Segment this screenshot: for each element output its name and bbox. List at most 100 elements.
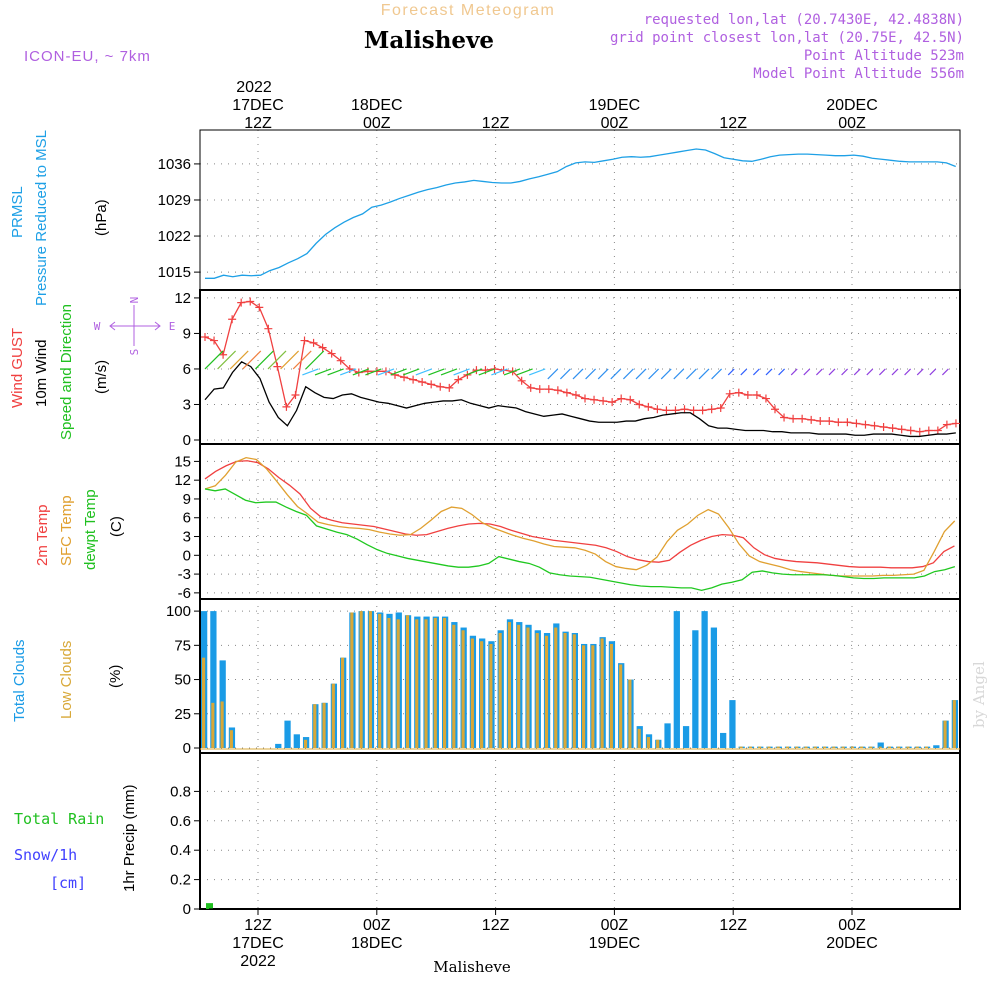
model-altitude: Model Point Altitude 556m bbox=[753, 66, 964, 82]
low-cloud-bar bbox=[860, 746, 864, 748]
low-cloud-bar bbox=[396, 619, 400, 748]
wind-barb bbox=[302, 368, 319, 376]
temp-unit: (C) bbox=[108, 516, 125, 537]
gust-series-mark bbox=[300, 336, 309, 345]
low-cloud-bar bbox=[591, 645, 595, 748]
low-cloud-bar bbox=[748, 746, 752, 748]
temp-dew-label: dewpt Temp bbox=[82, 489, 99, 570]
low-cloud-bar bbox=[470, 638, 474, 748]
wind-barb bbox=[242, 350, 262, 370]
panel-frame bbox=[199, 752, 961, 910]
gust-series-mark bbox=[418, 377, 427, 386]
wind-barb bbox=[610, 368, 622, 380]
wind-barb bbox=[440, 368, 458, 376]
wind-barb bbox=[528, 368, 546, 376]
total-cloud-bar bbox=[673, 611, 680, 748]
wind-barb bbox=[390, 368, 407, 376]
wind-barb bbox=[803, 368, 811, 376]
top-date-label: 19DEC bbox=[589, 97, 641, 114]
wind-series-line bbox=[204, 361, 956, 438]
y-tick-label: 0.8 bbox=[170, 783, 191, 800]
bottom-axis-label: 18DEC bbox=[351, 935, 403, 952]
wind-barb bbox=[305, 350, 325, 370]
sfc-series bbox=[204, 456, 956, 577]
gust-series-mark bbox=[644, 402, 653, 411]
gust-series-mark bbox=[427, 380, 436, 389]
panels: 1015102210291036036912-6-303691215025507… bbox=[158, 129, 961, 918]
cloud-unit: (%) bbox=[107, 665, 124, 688]
low-cloud-bar bbox=[526, 627, 530, 748]
gust-series-mark bbox=[617, 394, 626, 403]
temp-2m-label: 2m Temp bbox=[34, 505, 51, 566]
wind-barb bbox=[572, 368, 584, 380]
prmsl-desc-label: Pressure Reduced to MSL bbox=[33, 130, 50, 306]
low-cloud-bar bbox=[887, 746, 891, 748]
low-cloud-bar bbox=[619, 664, 623, 748]
wind-barb bbox=[778, 368, 786, 376]
panel-3: -6 -3 03 6 9 12 15 bbox=[174, 443, 961, 602]
gust-series-mark bbox=[409, 375, 418, 384]
low-cloud-bar bbox=[405, 615, 410, 748]
gust-series-mark bbox=[327, 349, 336, 358]
total-cloud-bar bbox=[729, 700, 736, 748]
gust-series-mark bbox=[526, 383, 535, 392]
low-cloud-bar bbox=[211, 702, 215, 748]
total-cloud-bar bbox=[682, 726, 690, 748]
low-cloud-bar bbox=[563, 633, 567, 748]
low-cloud-bar bbox=[229, 730, 233, 748]
wind-barb bbox=[790, 368, 798, 376]
super-title: Forecast Meteogram bbox=[381, 2, 556, 19]
low-cloud-bar bbox=[600, 638, 604, 748]
wind-barb bbox=[711, 368, 723, 380]
rain-bar bbox=[206, 903, 213, 909]
y-tick-label: 12 bbox=[174, 290, 191, 307]
y-tick-label: 0 bbox=[183, 901, 191, 918]
top-date-label: 18DEC bbox=[351, 97, 403, 114]
y-tick-label: 0 bbox=[183, 547, 191, 564]
gust-series-mark bbox=[445, 383, 454, 392]
wind-barb bbox=[597, 368, 609, 380]
y-tick-label: 1022 bbox=[158, 228, 191, 245]
wind-barb bbox=[904, 368, 912, 376]
gust-series-mark bbox=[608, 398, 617, 407]
low-cloud-bar bbox=[832, 746, 836, 748]
sfc-series-line bbox=[204, 456, 956, 577]
pressure-series bbox=[205, 148, 956, 279]
total-cloud-bar bbox=[720, 732, 727, 748]
gust-series-mark bbox=[888, 424, 897, 433]
gust-series-mark bbox=[318, 343, 327, 352]
gust-series-mark bbox=[273, 362, 282, 371]
gust-series-mark bbox=[951, 419, 960, 428]
low-cloud-bar bbox=[387, 617, 391, 748]
gust-series-mark bbox=[581, 394, 589, 403]
low-cloud-bar bbox=[646, 737, 651, 748]
gust-series-mark bbox=[834, 418, 843, 427]
low-cloud-bar bbox=[359, 611, 363, 748]
top-hour-label: 00Z bbox=[601, 115, 629, 132]
total-cloud-bar bbox=[664, 723, 671, 748]
cloud-total-label: Total Clouds bbox=[11, 639, 28, 722]
gust-series-mark bbox=[807, 415, 816, 424]
wind-barb bbox=[841, 368, 849, 376]
gust-series-mark bbox=[942, 420, 951, 429]
low-cloud-bar bbox=[804, 746, 808, 748]
wind-barb bbox=[916, 368, 924, 376]
cloud-bars bbox=[200, 611, 960, 750]
low-cloud-bar bbox=[433, 617, 437, 748]
gust-series-mark bbox=[761, 394, 770, 403]
wind-barb bbox=[352, 368, 370, 376]
y-tick-label: 3 bbox=[183, 529, 191, 546]
compass-s: S bbox=[128, 349, 141, 356]
wind-barb bbox=[491, 368, 508, 376]
wind-barb bbox=[377, 368, 395, 376]
low-cloud-bar bbox=[869, 746, 873, 748]
precip-rain-label: Total Rain bbox=[14, 810, 104, 828]
gust-series-mark bbox=[535, 385, 544, 394]
gust-series-mark bbox=[571, 391, 580, 400]
wind-barb bbox=[740, 368, 748, 376]
total-cloud-bar bbox=[692, 630, 699, 748]
low-cloud-bar bbox=[628, 679, 632, 748]
wind-series bbox=[204, 361, 956, 438]
panel-5: 0 0.2 0.4 0.6 0.8 bbox=[170, 752, 961, 918]
